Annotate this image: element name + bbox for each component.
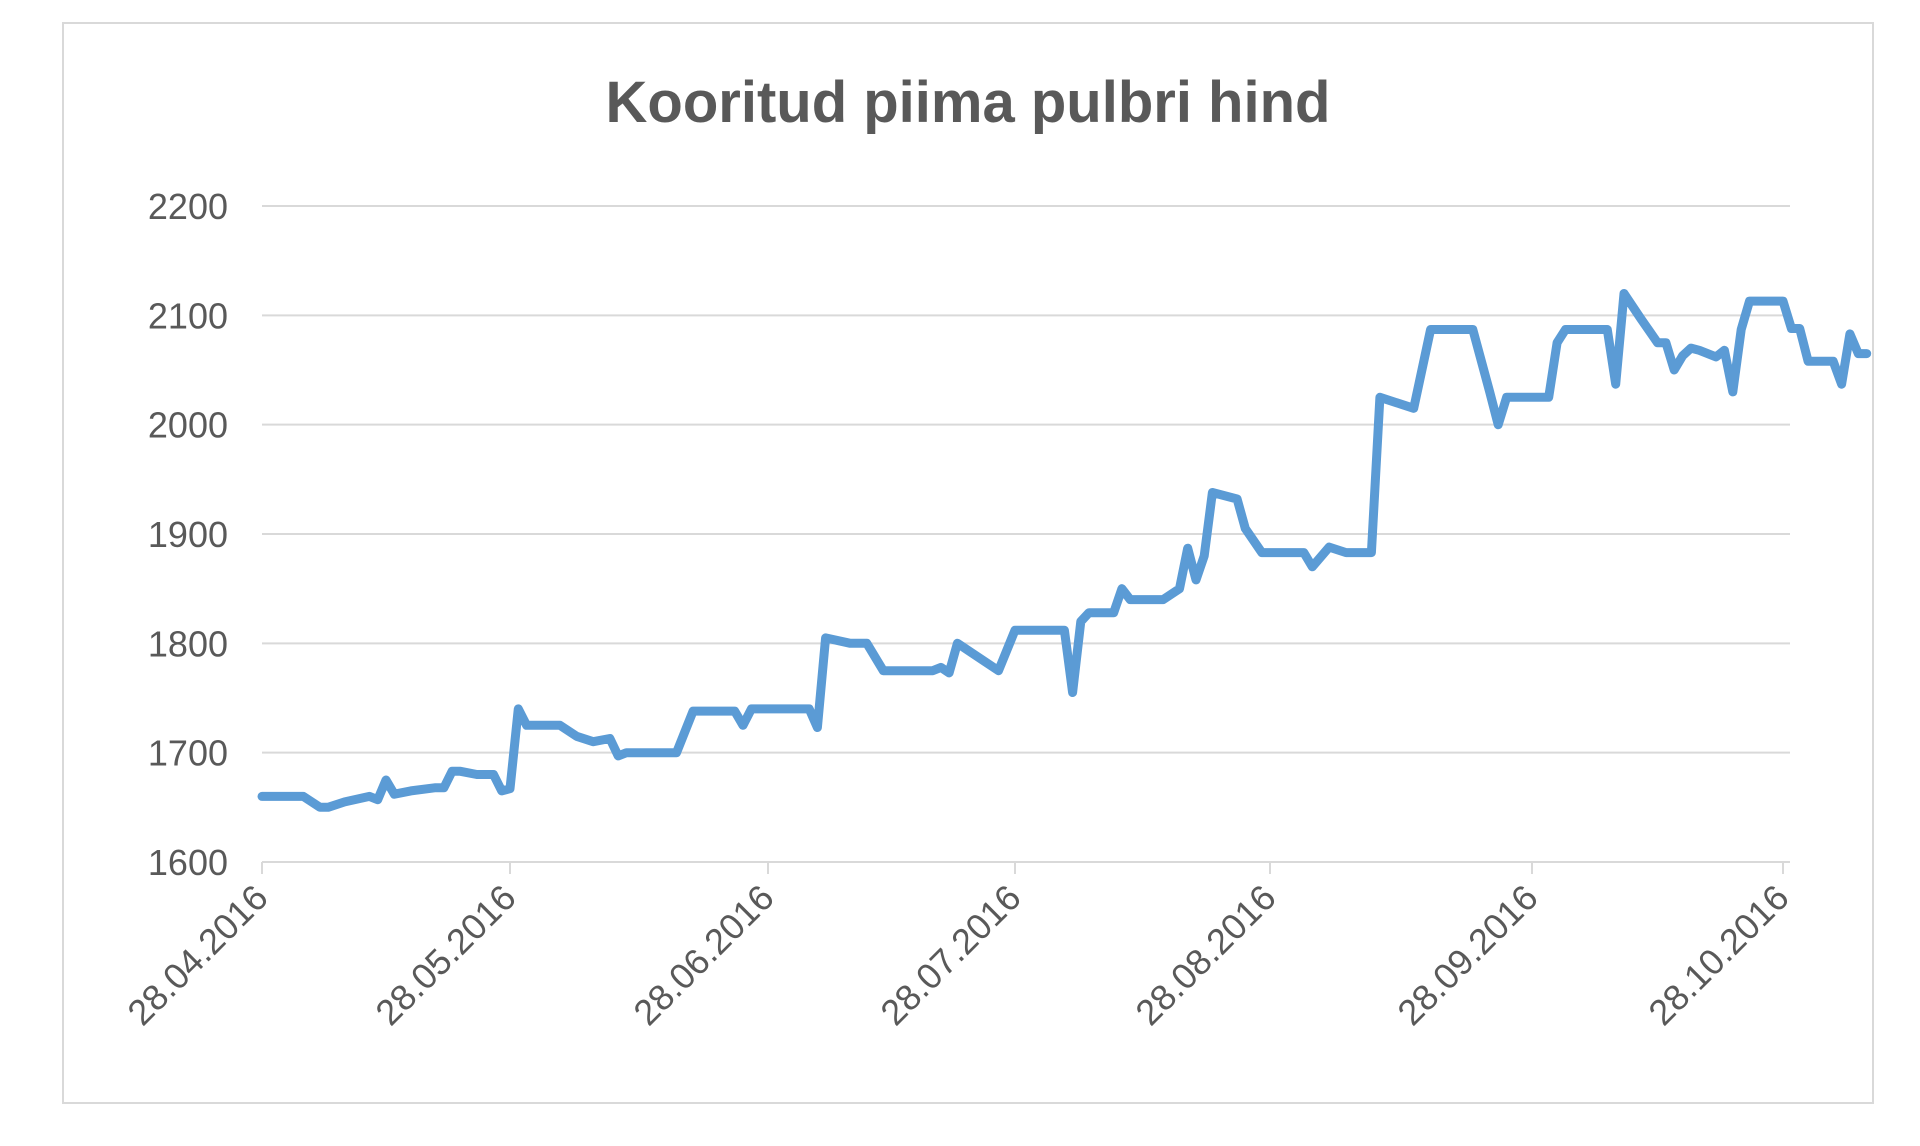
- x-tick-label: 28.05.2016: [367, 877, 523, 1033]
- y-axis-tick-labels: 1600 1700 1800 1900 2000 2100 2200: [148, 186, 228, 883]
- y-tick-label: 1600: [148, 842, 228, 883]
- series-line-0: [257, 289, 1872, 812]
- x-tick-label: 28.07.2016: [872, 877, 1028, 1033]
- series-layer: [257, 289, 1872, 812]
- x-axis-tick-labels: 28.04.2016 28.05.2016 28.06.2016 28.07.2016…: [119, 877, 1796, 1033]
- x-tick-label: 28.04.2016: [119, 877, 275, 1033]
- y-tick-label: 2100: [148, 295, 228, 336]
- chart-title: Kooritud piima pulbri hind: [606, 70, 1331, 135]
- y-tick-label: 2200: [148, 186, 228, 227]
- y-tick-label: 1900: [148, 514, 228, 555]
- x-tick-label: 28.09.2016: [1389, 877, 1545, 1033]
- x-tick-label: 28.10.2016: [1640, 877, 1796, 1033]
- x-tick-label: 28.06.2016: [625, 877, 781, 1033]
- x-axis: [261, 861, 1790, 874]
- y-tick-label: 2000: [148, 405, 228, 446]
- y-tick-label: 1700: [148, 733, 228, 774]
- y-tick-label: 1800: [148, 623, 228, 664]
- x-tick-label: 28.08.2016: [1127, 877, 1283, 1033]
- gridlines: [262, 205, 1790, 754]
- chart-frame: [62, 22, 1874, 1104]
